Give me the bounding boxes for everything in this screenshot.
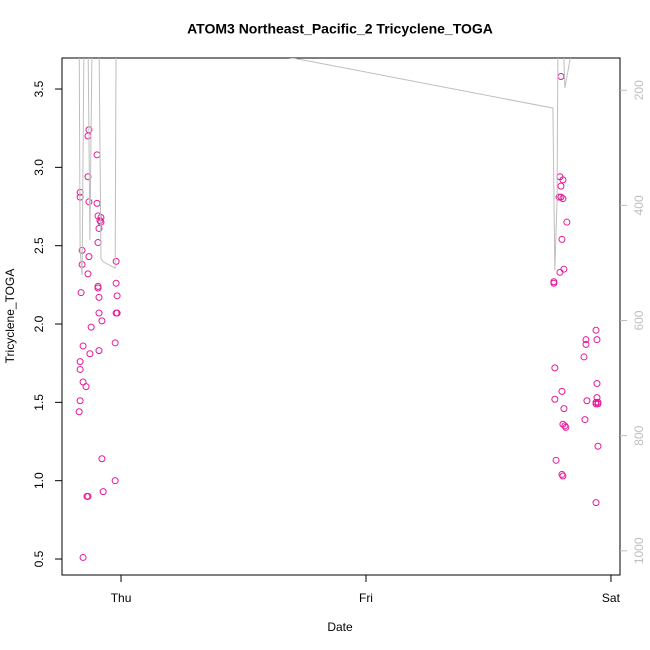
y-tick-label: 3.0 [32,159,46,176]
point [99,488,107,496]
chart-title: ATOM3 Northeast_Pacific_2 Tricyclene_TOG… [187,21,493,37]
point [557,193,565,201]
y-tick-label: 1.0 [32,472,46,489]
point [79,342,87,350]
point [557,72,565,80]
point [84,173,92,181]
point [76,358,84,366]
point [551,395,559,403]
point [581,416,589,424]
point [94,239,102,247]
plot-area [75,58,602,561]
point [563,218,571,226]
point [84,492,92,500]
point [96,217,104,225]
point [84,270,92,278]
point [85,253,93,261]
point [76,365,84,373]
point [561,422,569,430]
point [582,340,590,348]
point [112,279,120,287]
x-tick-label: Fri [359,591,373,605]
point [555,193,563,201]
y-tick-label: 3.5 [32,80,46,97]
point [95,224,103,232]
plot-frame [61,57,621,576]
point [95,309,103,317]
point [594,400,602,408]
point [112,309,120,317]
point [559,472,567,480]
point [551,364,559,372]
y-tick-label: 0.5 [32,550,46,567]
point [82,383,90,391]
point [76,397,84,405]
point [559,195,567,203]
point [86,350,94,358]
point [560,265,568,273]
x-tick-label: Thu [111,591,132,605]
point [582,336,590,344]
point [550,279,558,287]
point [95,347,103,355]
y2-tick-label: 800 [632,425,646,445]
point [559,176,567,184]
point [593,380,601,388]
x-tick-label: Sat [602,591,621,605]
point [98,317,106,325]
point [113,292,121,300]
point [111,339,119,347]
point [552,456,560,464]
y-tick-label: 1.5 [32,394,46,411]
point [592,499,600,507]
point [112,257,120,265]
line [78,58,571,276]
point [583,397,591,405]
point [93,199,101,207]
point [593,336,601,344]
point [87,323,95,331]
point [560,405,568,413]
point [111,477,119,485]
point [558,235,566,243]
point [84,132,92,140]
point [93,151,101,159]
x-axis-label: Date [327,620,353,634]
y2-tick-label: 200 [632,80,646,100]
point [98,455,106,463]
point [592,326,600,334]
point [562,423,570,431]
point [79,553,87,561]
point [580,353,588,361]
y-tick-label: 2.0 [32,315,46,332]
y2-tick-label: 1000 [632,537,646,564]
point [594,442,602,450]
point [557,182,565,190]
point [592,398,600,406]
point [77,289,85,297]
point [85,198,93,206]
point [558,470,566,478]
y-tick-label: 2.5 [32,237,46,254]
point [75,408,83,416]
y-axis-label: Tricyclene_TOGA [3,269,17,364]
y2-tick-label: 400 [632,195,646,215]
point [94,284,102,292]
y2-tick-label: 600 [632,310,646,330]
point [558,387,566,395]
point [556,268,564,276]
point [95,293,103,301]
